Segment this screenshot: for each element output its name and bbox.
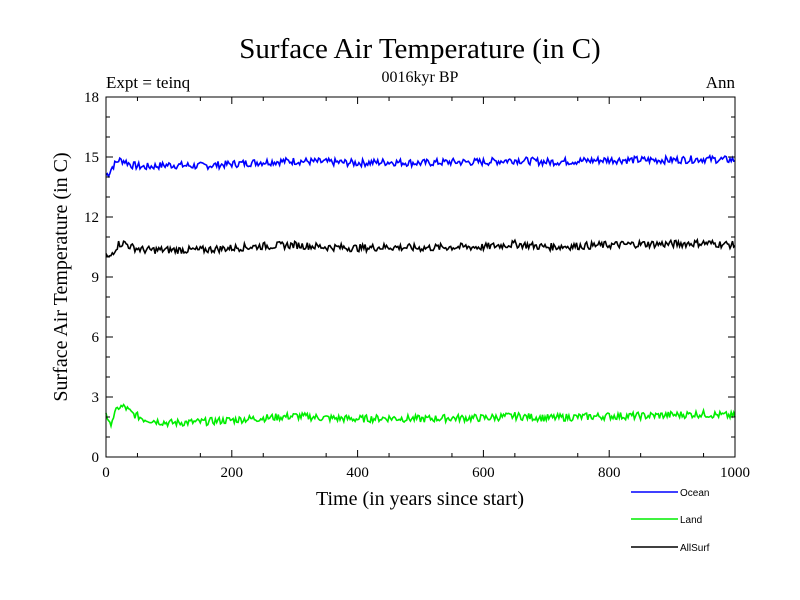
x-tick-label: 1000 — [720, 465, 750, 481]
experiment-label: Expt = teinq — [106, 73, 191, 92]
y-tick-label: 9 — [92, 270, 100, 286]
chart-subtitle: 0016kyr BP — [382, 69, 459, 86]
y-tick-label: 0 — [92, 450, 100, 466]
season-label: Ann — [706, 73, 736, 92]
legend-label-allsurf: AllSurf — [680, 543, 710, 554]
y-tick-label: 18 — [84, 90, 99, 106]
x-tick-label: 800 — [598, 465, 621, 481]
y-tick-label: 3 — [92, 390, 100, 406]
series-line-land — [105, 403, 736, 430]
chart-title: Surface Air Temperature (in C) — [239, 33, 600, 65]
x-tick-label: 0 — [102, 465, 110, 481]
x-tick-label: 400 — [346, 465, 369, 481]
legend-label-ocean: Ocean — [680, 488, 709, 499]
x-tick-label: 600 — [472, 465, 495, 481]
y-tick-label: 15 — [84, 150, 99, 166]
x-tick-label: 200 — [221, 465, 244, 481]
series-line-allsurf — [105, 237, 736, 258]
y-tick-label: 6 — [92, 330, 100, 346]
y-axis-label: Surface Air Temperature (in C) — [50, 152, 72, 401]
y-tick-label: 12 — [84, 210, 99, 226]
plot-frame — [105, 96, 736, 458]
legend-label-land: Land — [680, 515, 702, 526]
series-line-ocean — [105, 153, 736, 179]
x-axis-label: Time (in years since start) — [316, 488, 524, 510]
